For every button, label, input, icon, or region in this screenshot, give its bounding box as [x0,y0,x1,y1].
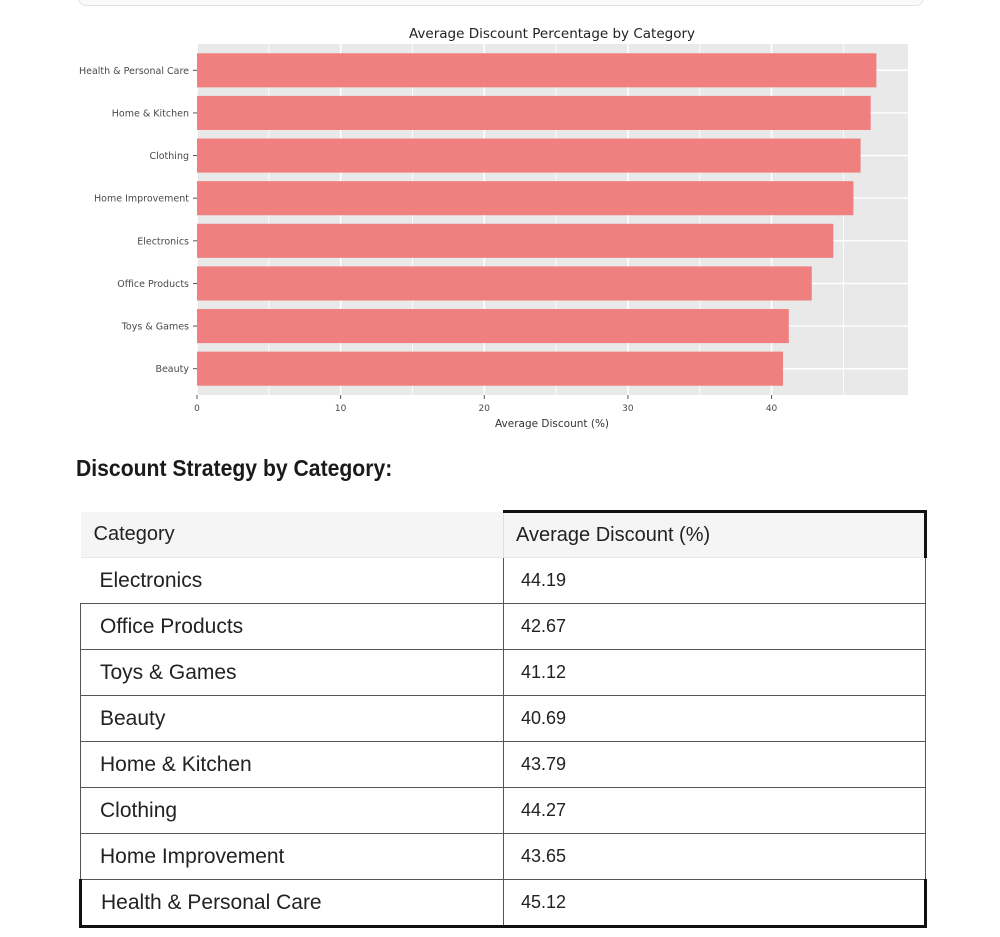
bar [197,181,854,216]
category-cell: Toys & Games [80,649,504,696]
category-cell: Home Improvement [80,833,504,880]
bar [197,138,861,173]
bar [197,351,784,386]
discount-cell: 42.67 [503,603,926,650]
table-row: Toys & Games 41.12 [80,649,926,696]
value-tick-label: 20 [479,404,491,414]
table-header-row: Category Average Discount (%) [80,510,927,558]
category-cell: Electronics [80,557,504,604]
value-tick-label: 40 [766,404,778,414]
value-axis: 0 10 20 30 40 [194,395,778,414]
bar [197,309,789,344]
category-cell: Health & Personal Care [79,879,504,928]
category-tick-label: Home & Kitchen [112,108,189,119]
bar-layer [197,53,877,386]
table-row: Clothing 44.27 [80,787,926,834]
category-tick-label: Home Improvement [94,194,189,205]
value-tick-label: 30 [622,404,634,414]
category-cell: Home & Kitchen [80,741,504,788]
discount-cell: 45.12 [503,879,927,928]
discount-cell: 41.12 [503,649,926,696]
bar [197,266,812,301]
category-tick-label: Office Products [117,279,189,290]
category-tick-label: Clothing [149,151,189,162]
column-header-average-discount: Average Discount (%) [503,510,927,558]
discount-table-container: Category Average Discount (%) Electronic… [79,510,927,928]
column-header-category: Category [80,511,504,558]
table-row: Electronics 44.19 [80,557,926,604]
category-axis: Health & Personal Care Home & Kitchen Clot… [79,66,197,375]
bar [197,95,871,130]
category-tick-label: Beauty [155,364,189,375]
category-cell: Clothing [80,787,504,834]
table-row: Office Products 42.67 [80,603,926,650]
bar [197,53,877,88]
category-cell: Beauty [80,695,504,742]
discount-bar-chart: Average Discount Percentage by Category … [79,26,908,430]
discount-cell: 40.69 [503,695,926,742]
table-row: Beauty 40.69 [80,695,926,742]
section-heading: Discount Strategy by Category: [76,455,393,481]
discount-table: Category Average Discount (%) Electronic… [79,510,927,928]
value-tick-label: 10 [335,404,347,414]
category-tick-label: Electronics [137,236,189,247]
discount-cell: 43.65 [503,833,926,880]
discount-cell: 44.27 [503,787,926,834]
category-cell: Office Products [80,603,504,650]
bar [197,223,834,258]
discount-cell: 43.79 [503,741,926,788]
category-tick-label: Health & Personal Care [79,66,189,77]
chart-title: Average Discount Percentage by Category [409,26,695,42]
x-axis-title: Average Discount (%) [495,418,609,430]
table-row: Home & Kitchen 43.79 [80,741,926,788]
category-tick-label: Toys & Games [121,322,189,333]
table-row: Health & Personal Care 45.12 [79,879,927,928]
value-tick-label: 0 [194,404,200,414]
table-row: Home Improvement 43.65 [80,833,926,880]
discount-cell: 44.19 [503,557,926,604]
